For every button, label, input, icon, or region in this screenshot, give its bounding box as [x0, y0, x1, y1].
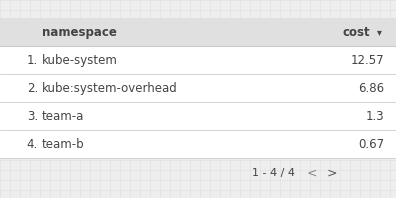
Text: kube-system: kube-system [42, 54, 118, 67]
Text: 1 - 4 / 4: 1 - 4 / 4 [252, 168, 295, 178]
Bar [0, 18, 396, 46]
Text: 2.: 2. [27, 82, 38, 95]
Text: 12.57: 12.57 [350, 54, 384, 67]
Text: team-b: team-b [42, 138, 85, 151]
Text: 1.: 1. [27, 54, 38, 67]
Bar [0, 46, 396, 74]
Text: 4.: 4. [27, 138, 38, 151]
Text: namespace: namespace [42, 26, 117, 39]
Text: >: > [327, 167, 337, 180]
Bar [0, 130, 396, 158]
Text: 3.: 3. [27, 110, 38, 123]
Text: kube:system-overhead: kube:system-overhead [42, 82, 178, 95]
Bar [0, 74, 396, 102]
Text: team-a: team-a [42, 110, 84, 123]
Text: ▾: ▾ [377, 28, 382, 38]
Text: cost: cost [343, 26, 370, 39]
Text: 1.3: 1.3 [366, 110, 384, 123]
Text: 6.86: 6.86 [358, 82, 384, 95]
Bar [0, 102, 396, 130]
Text: 0.67: 0.67 [358, 138, 384, 151]
Text: <: < [307, 167, 317, 180]
